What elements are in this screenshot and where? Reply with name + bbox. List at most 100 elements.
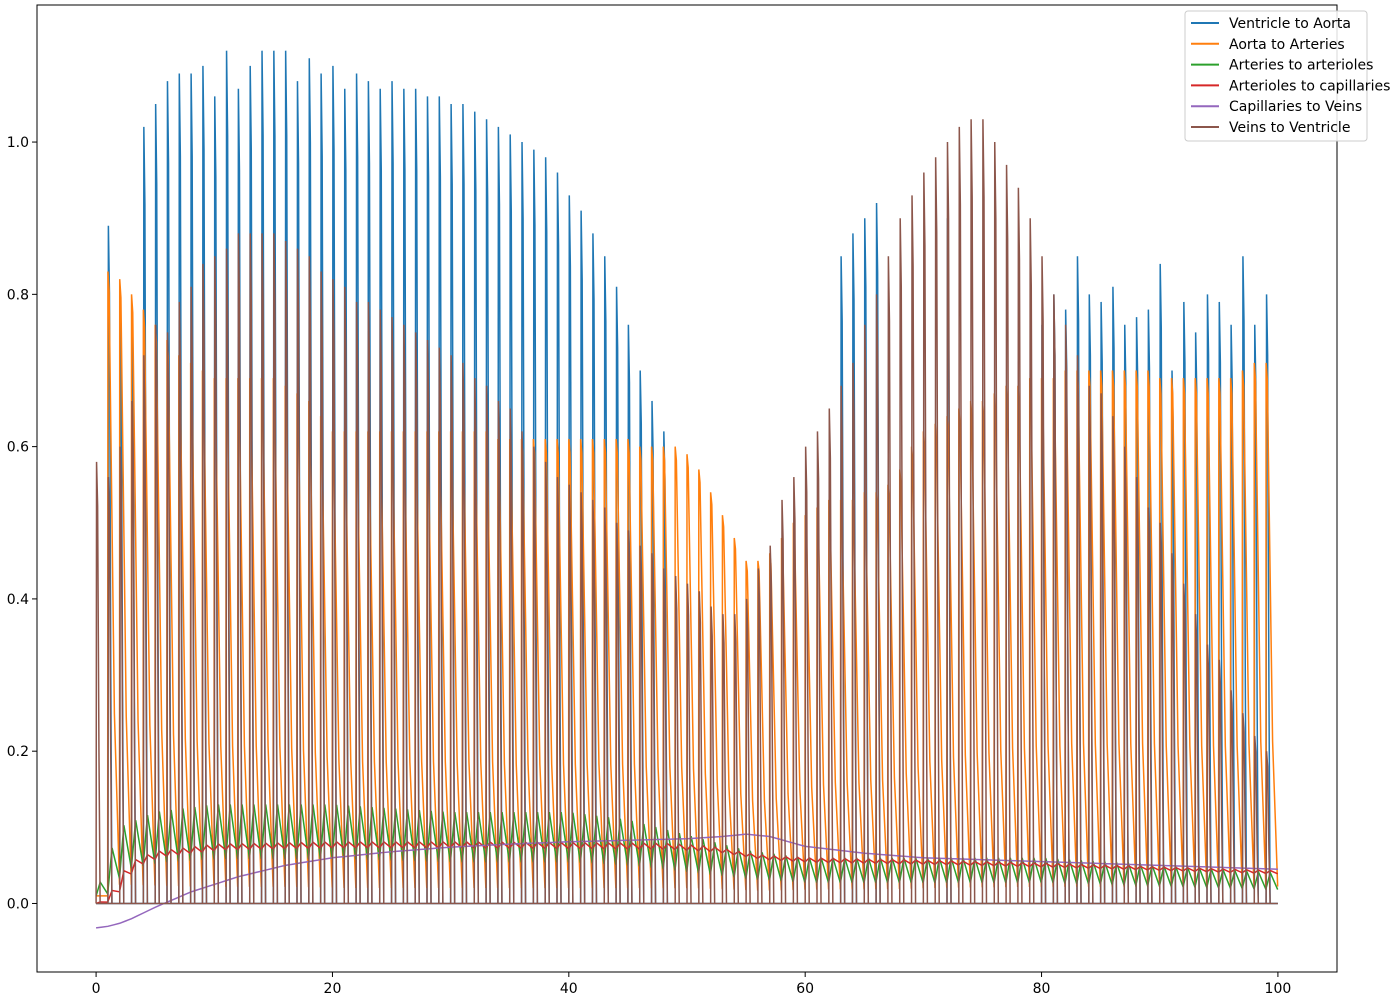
data-point <box>508 408 515 904</box>
plot-frame <box>36 4 1338 973</box>
data-point <box>768 545 775 904</box>
data-point <box>757 568 763 904</box>
legend-box <box>1184 10 1368 142</box>
data-point <box>946 142 952 904</box>
data-point <box>792 477 799 904</box>
data-point <box>1229 690 1236 904</box>
series-5 <box>95 119 1278 905</box>
legend: Ventricle to Aorta Aorta to Arteries Arter… <box>1184 10 1390 142</box>
data-point <box>213 256 220 904</box>
data-point <box>473 378 480 904</box>
legend-label: Capillaries to Veins <box>1229 99 1362 115</box>
data-point <box>331 279 338 904</box>
x-tick-label: 60 <box>796 981 814 997</box>
data-point <box>1088 385 1094 904</box>
data-point <box>1170 553 1177 904</box>
data-point <box>485 385 491 904</box>
data-point <box>1253 735 1260 904</box>
data-point <box>638 545 645 904</box>
data-point <box>1111 416 1118 904</box>
x-tick-label: 20 <box>324 981 342 997</box>
data-point <box>863 324 870 904</box>
data-point <box>95 461 101 904</box>
data-point <box>461 362 468 904</box>
data-point <box>438 347 444 904</box>
data-point <box>166 332 172 904</box>
data-point <box>1076 355 1082 904</box>
data-point <box>284 241 290 904</box>
data-point <box>544 461 550 904</box>
data-point <box>1147 507 1153 904</box>
data-point <box>1017 187 1023 904</box>
data-point <box>910 195 917 904</box>
data-point <box>390 317 397 904</box>
data-point <box>319 271 326 904</box>
data-point <box>1158 522 1165 904</box>
y-tick-label: 0.2 <box>7 744 29 760</box>
data-point <box>828 408 834 904</box>
data-point <box>1218 659 1224 904</box>
data-point <box>308 256 314 904</box>
data-point <box>414 332 420 904</box>
data-point <box>1182 583 1189 904</box>
data-point <box>178 301 184 904</box>
data-point <box>1099 393 1106 904</box>
data-point <box>1064 324 1070 904</box>
data-point <box>248 233 255 904</box>
data-point <box>118 446 125 904</box>
data-point <box>627 530 633 904</box>
data-point <box>662 568 669 904</box>
data-point <box>367 301 373 904</box>
data-point <box>1135 477 1141 904</box>
data-point <box>650 553 657 904</box>
legend-label: Ventricle to Aorta <box>1229 16 1351 32</box>
data-point <box>260 233 267 904</box>
data-point <box>355 301 361 904</box>
data-point <box>745 598 751 904</box>
y-tick-label: 0.4 <box>7 592 29 608</box>
data-point <box>887 256 893 904</box>
y-tick-label: 0.8 <box>7 287 29 303</box>
data-point <box>686 583 692 904</box>
legend-label: Arteries to arterioles <box>1229 58 1373 74</box>
data-point <box>698 591 704 904</box>
data-point <box>579 492 586 904</box>
data-point <box>449 355 456 904</box>
y-axis: 0.0 0.2 0.4 0.6 0.8 1.0 <box>7 135 37 912</box>
data-point <box>1123 446 1130 904</box>
data-point <box>958 126 964 904</box>
data-point <box>969 119 976 904</box>
x-tick-label: 0 <box>92 981 101 997</box>
data-point <box>721 614 728 904</box>
legend-label: Aorta to Arteries <box>1229 37 1345 53</box>
data-point <box>225 248 231 904</box>
data-point <box>343 286 350 904</box>
data-point <box>922 172 929 904</box>
data-point <box>993 142 1000 904</box>
data-point <box>981 119 988 904</box>
data-point <box>568 484 574 904</box>
data-point <box>201 263 208 904</box>
data-point <box>804 446 810 904</box>
data-point <box>733 614 740 904</box>
data-point <box>615 522 621 904</box>
data-point <box>1194 614 1200 904</box>
y-tick-label: 0.0 <box>7 896 29 912</box>
x-tick-label: 100 <box>1265 981 1292 997</box>
data-point <box>816 431 822 904</box>
data-point <box>272 233 279 904</box>
data-point <box>603 507 610 904</box>
data-point <box>709 606 716 904</box>
data-point <box>1040 256 1047 904</box>
data-point <box>130 400 137 904</box>
data-point <box>839 385 846 904</box>
data-point <box>898 218 905 904</box>
data-point <box>780 499 787 904</box>
x-tick-label: 80 <box>1033 981 1051 997</box>
data-point <box>1052 294 1059 904</box>
series-layer <box>95 50 1279 929</box>
legend-label: Veins to Ventricle <box>1229 120 1350 136</box>
data-point <box>851 362 858 904</box>
data-point <box>189 286 196 904</box>
